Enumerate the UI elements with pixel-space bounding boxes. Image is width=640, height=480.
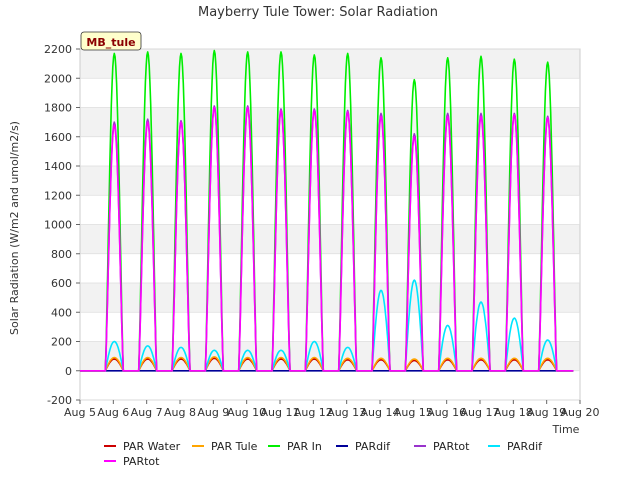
legend-label: PAR Tule	[211, 440, 258, 453]
legend-label: PARtot	[123, 455, 160, 468]
y-tick-label: 0	[65, 365, 72, 378]
legend-label: PAR In	[287, 440, 322, 453]
legend-label: PAR Water	[123, 440, 181, 453]
x-tick-label: Aug 7	[131, 406, 163, 419]
background-band	[80, 283, 580, 313]
x-tick-label: Aug 12	[294, 406, 333, 419]
chart-title: Mayberry Tule Tower: Solar Radiation	[198, 5, 438, 20]
background-band	[80, 341, 580, 371]
legend: PAR Water PAR Tule PAR In PARdif PARtot PARdi…	[104, 440, 543, 468]
y-tick-label: 1200	[44, 189, 72, 202]
station-badge: MB_tule	[80, 31, 142, 51]
x-tick-label: Aug 9	[197, 406, 229, 419]
x-tick-label: Aug 14	[361, 406, 400, 419]
y-tick-label: 2200	[44, 43, 72, 56]
x-tick-label: Aug 18	[494, 406, 533, 419]
y-axis-ticks: -200 0 200 400 600 800 1000 1200 1400 1600 1800 200…	[44, 43, 80, 407]
y-tick-label: 1400	[44, 160, 72, 173]
background-band	[80, 49, 580, 79]
legend-label: PARtot	[433, 440, 470, 453]
y-tick-label: 800	[51, 248, 72, 261]
x-tick-label: Aug 8	[164, 406, 196, 419]
background-band	[80, 224, 580, 254]
x-axis-label: Time	[552, 423, 580, 436]
x-tick-label: Aug 11	[261, 406, 300, 419]
legend-label: PARdif	[507, 440, 543, 453]
background-band	[80, 78, 580, 108]
series-line-partot-6	[80, 106, 574, 372]
y-tick-label: 600	[51, 277, 72, 290]
background-band	[80, 195, 580, 225]
x-tick-label: Aug 19	[527, 406, 566, 419]
x-tick-label: Aug 13	[327, 406, 366, 419]
y-axis-label: Solar Radiation (W/m2 and umol/m2/s)	[8, 121, 21, 335]
legend-label: PARdif	[355, 440, 391, 453]
y-tick-label: 400	[51, 306, 72, 319]
station-badge-label: MB_tule	[86, 36, 135, 49]
background-band	[80, 136, 580, 166]
y-tick-label: 1800	[44, 102, 72, 115]
y-tick-label: 1000	[44, 219, 72, 232]
plot-background-bands	[80, 49, 580, 400]
background-band	[80, 166, 580, 196]
x-tick-label: Aug 17	[461, 406, 500, 419]
background-band	[80, 312, 580, 342]
background-band	[80, 370, 580, 400]
y-tick-label: 200	[51, 336, 72, 349]
x-tick-label: Aug 16	[427, 406, 466, 419]
y-tick-label: 2000	[44, 72, 72, 85]
x-tick-label: Aug 6	[97, 406, 129, 419]
background-band	[80, 253, 580, 283]
y-tick-label: -200	[47, 394, 72, 407]
y-tick-label: 1600	[44, 131, 72, 144]
x-tick-label: Aug 10	[227, 406, 266, 419]
x-tick-label: Aug 5	[64, 406, 96, 419]
background-band	[80, 107, 580, 137]
x-tick-label: Aug 20	[561, 406, 600, 419]
x-tick-label: Aug 15	[394, 406, 433, 419]
series-layer	[80, 49, 574, 372]
